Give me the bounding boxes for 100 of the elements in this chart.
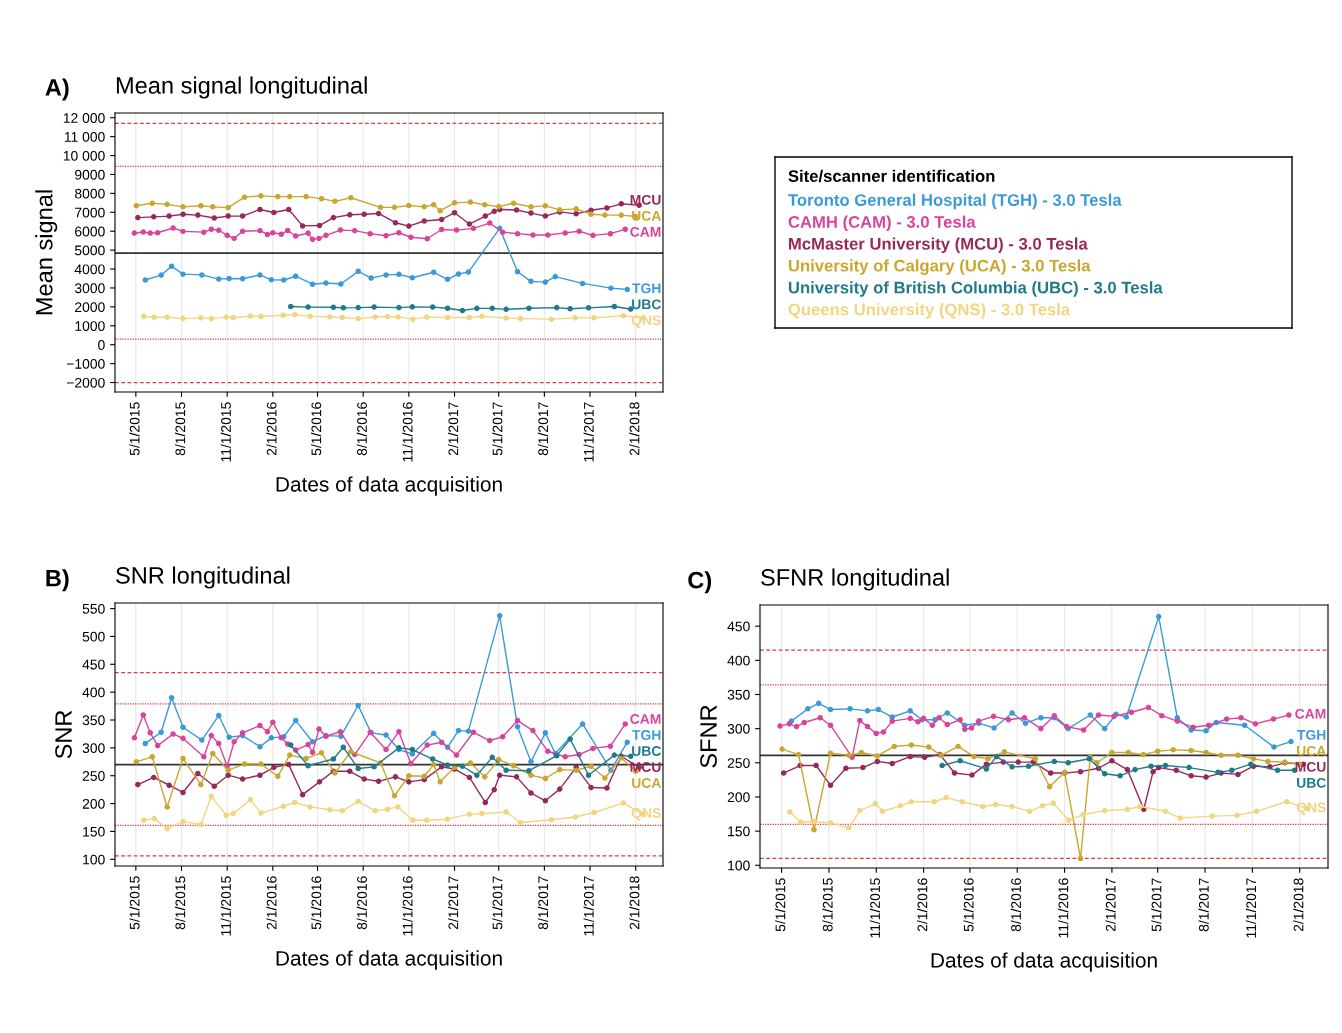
y-tick-label: 200 xyxy=(82,798,105,809)
y-tick-label: 5000 xyxy=(74,245,105,256)
y-tick-label: 350 xyxy=(82,715,105,726)
x-tick-label: 11/1/2016 xyxy=(402,402,413,462)
x-tick-label: 8/1/2016 xyxy=(1010,878,1021,932)
y-tick-label: 200 xyxy=(727,792,750,803)
y-tick-label: 450 xyxy=(82,659,105,670)
y-axis-title: SFNR xyxy=(700,705,717,768)
y-tick-label: 250 xyxy=(82,771,105,781)
series-label: UCA xyxy=(632,210,661,221)
series-label: UBC xyxy=(632,746,661,756)
y-axis-title: Mean signal xyxy=(35,190,58,315)
x-tick-label: 8/1/2015 xyxy=(822,878,833,932)
y-tick-label: 10 000 xyxy=(63,150,105,161)
x-tick-label: 11/1/2017 xyxy=(1245,878,1257,938)
x-tick-label: 8/1/2016 xyxy=(356,402,367,456)
text: University of Calgary (UCA) - 3.0 Tesla xyxy=(788,259,1091,275)
y-tick-label: 0 xyxy=(98,340,105,350)
series-label: CAM xyxy=(1295,708,1326,719)
y-tick-label: 150 xyxy=(83,826,105,837)
series-label: UCA xyxy=(1297,745,1326,756)
x-tick-label: 11/1/2015 xyxy=(220,402,231,462)
series-label: TGH xyxy=(1297,729,1326,740)
y-tick-label: 2000 xyxy=(75,302,105,313)
y-tick-label: 100 xyxy=(83,854,105,865)
series-label: CAM xyxy=(630,714,661,724)
x-tick-label: 2/1/2017 xyxy=(1105,878,1116,932)
y-tick-label: 9000 xyxy=(75,169,105,180)
y-tick-label: 500 xyxy=(82,631,105,642)
x-tick-label: 5/1/2017 xyxy=(492,876,503,930)
text: A) xyxy=(45,78,69,101)
y-axis-title: SNR xyxy=(55,710,72,759)
y-tick-label: 12 000 xyxy=(63,113,105,123)
x-tick-label: 5/1/2016 xyxy=(311,876,322,930)
y-tick-label: 150 xyxy=(728,826,750,837)
y-tick-label: −2000 xyxy=(66,377,105,388)
x-tick-label: 5/1/2015 xyxy=(129,876,140,930)
x-axis-title: Dates of data acquisition xyxy=(276,950,502,970)
text: Queens University (QNS) - 3.0 Tesla xyxy=(788,303,1071,319)
x-tick-label: 2/1/2018 xyxy=(629,402,640,456)
x-tick-label: 2/1/2017 xyxy=(448,876,459,930)
x-tick-label: 8/1/2017 xyxy=(537,402,549,456)
x-tick-label: 8/1/2017 xyxy=(537,876,549,930)
text: Site/scanner identification xyxy=(788,169,995,183)
x-axis-title: Dates of data acquisition xyxy=(276,476,502,496)
y-tick-label: 3000 xyxy=(74,283,105,294)
x-tick-label: 8/1/2015 xyxy=(175,876,186,930)
y-tick-label: 300 xyxy=(727,723,750,734)
x-tick-label: 2/1/2016 xyxy=(266,402,277,456)
x-tick-label: 11/1/2015 xyxy=(220,876,231,936)
x-tick-label: 11/1/2015 xyxy=(869,878,880,938)
x-tick-label: 2/1/2016 xyxy=(917,878,928,932)
y-tick-label: 6000 xyxy=(75,226,105,237)
y-tick-label: 7000 xyxy=(75,207,105,218)
x-tick-label: 11/1/2016 xyxy=(1058,878,1069,938)
x-tick-label: 5/1/2015 xyxy=(775,878,786,932)
y-tick-label: 250 xyxy=(727,758,750,768)
x-tick-label: 2/1/2018 xyxy=(1293,878,1304,932)
x-tick-label: 5/1/2017 xyxy=(492,402,503,456)
x-tick-label: 5/1/2016 xyxy=(311,402,322,456)
y-tick-label: 550 xyxy=(82,603,105,614)
x-axis-title: Dates of data acquisition xyxy=(931,952,1157,972)
series-label: UCA xyxy=(632,778,661,788)
y-tick-label: 11 000 xyxy=(64,131,105,142)
x-tick-label: 2/1/2016 xyxy=(266,876,277,930)
series-label: UBC xyxy=(1297,777,1326,788)
series-label: UBC xyxy=(632,299,661,310)
y-tick-label: 400 xyxy=(82,687,105,698)
text: B) xyxy=(46,569,69,592)
x-tick-label: 11/1/2017 xyxy=(583,402,594,462)
y-tick-label: 300 xyxy=(82,743,105,754)
series-label: TGH xyxy=(632,730,661,740)
chart-title: SFNR longitudinal xyxy=(761,568,949,591)
series-label: MCU xyxy=(630,194,661,205)
text: CAMH (CAM) - 3.0 Tesla xyxy=(788,215,976,232)
x-tick-label: 8/1/2016 xyxy=(356,876,367,930)
chart-title: SNR longitudinal xyxy=(116,566,290,589)
y-tick-label: −1000 xyxy=(66,358,105,369)
x-tick-label: 5/1/2016 xyxy=(963,878,974,932)
series-label: CAM xyxy=(630,226,661,237)
chart-title: Mean signal longitudinal xyxy=(116,76,367,99)
x-tick-label: 5/1/2017 xyxy=(1151,878,1162,932)
y-tick-label: 1000 xyxy=(75,321,105,331)
y-tick-label: 450 xyxy=(727,621,750,632)
text: McMaster University (MCU) - 3.0 Tesla xyxy=(789,237,1088,253)
x-tick-label: 2/1/2017 xyxy=(448,402,459,456)
x-tick-label: 8/1/2017 xyxy=(1198,878,1209,932)
x-tick-label: 11/1/2017 xyxy=(583,876,594,936)
x-tick-label: 11/1/2016 xyxy=(402,876,413,936)
text: Toronto General Hospital (TGH) - 3.0 Tesla xyxy=(788,193,1122,210)
x-tick-label: 2/1/2018 xyxy=(629,876,640,930)
series-label: TGH xyxy=(632,283,661,294)
y-tick-label: 4000 xyxy=(74,264,105,275)
y-tick-label: 400 xyxy=(727,655,750,666)
text: University of British Columbia (UBC) - 3.0 Tesla xyxy=(788,281,1163,297)
y-tick-label: 350 xyxy=(727,689,750,700)
x-tick-label: 8/1/2015 xyxy=(175,402,186,456)
x-tick-label: 5/1/2015 xyxy=(129,402,140,456)
text: C) xyxy=(688,571,712,594)
y-tick-label: 100 xyxy=(728,860,750,871)
